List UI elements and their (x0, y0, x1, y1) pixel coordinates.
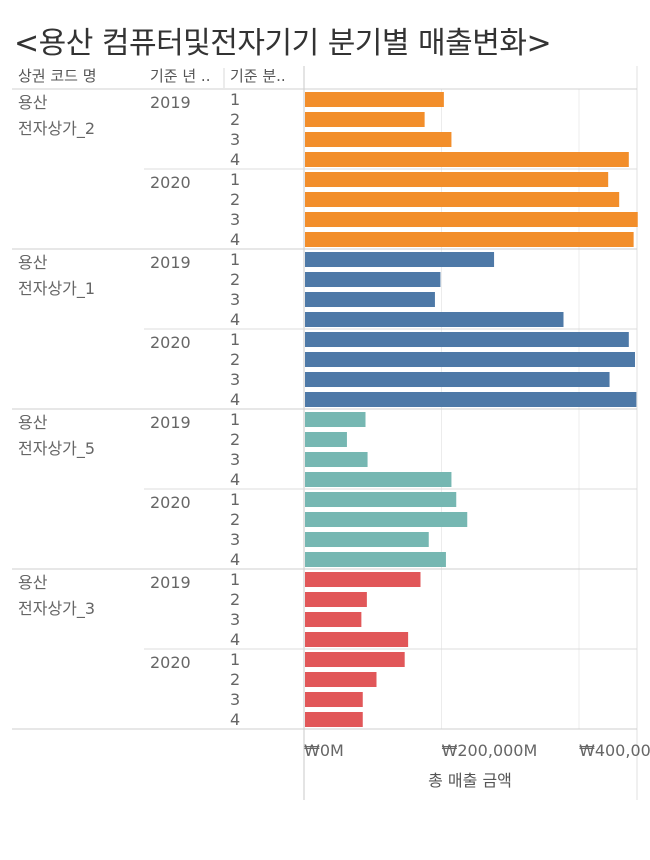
quarter-label: 3 (230, 370, 240, 389)
store-name-line1: 용산 (18, 413, 48, 432)
quarter-label: 1 (230, 410, 240, 429)
year-label: 2019 (150, 253, 191, 272)
bar[interactable] (305, 272, 441, 287)
bar[interactable] (305, 612, 362, 627)
bar[interactable] (305, 312, 564, 327)
quarter-label: 2 (230, 190, 240, 209)
bar[interactable] (305, 492, 457, 507)
bar[interactable] (305, 472, 452, 487)
bar[interactable] (305, 212, 638, 227)
bar[interactable] (305, 552, 446, 567)
bar[interactable] (305, 592, 367, 607)
quarter-label: 1 (230, 170, 240, 189)
year-label: 2019 (150, 93, 191, 112)
x-tick-label: ₩0M (304, 741, 344, 760)
quarter-label: 3 (230, 130, 240, 149)
bar[interactable] (305, 352, 635, 367)
chart-title: <용산 컴퓨터및전자기기 분기별 매출변화> (14, 26, 552, 61)
store-name-line2: 전자상가_1 (18, 279, 95, 299)
year-label: 2020 (150, 333, 191, 352)
year-label: 2020 (150, 173, 191, 192)
bar[interactable] (305, 572, 421, 587)
bar[interactable] (305, 432, 347, 447)
bar[interactable] (305, 232, 634, 247)
bar[interactable] (305, 632, 409, 647)
bar[interactable] (305, 652, 405, 667)
quarter-label: 1 (230, 490, 240, 509)
x-axis-title: 총 매출 금액 (428, 771, 512, 790)
quarter-label: 2 (230, 350, 240, 369)
bar[interactable] (305, 512, 468, 527)
quarter-label: 1 (230, 570, 240, 589)
column-header[interactable]: 상권 코드 명 (18, 67, 97, 85)
store-name-line2: 전자상가_2 (18, 119, 95, 139)
bar[interactable] (305, 692, 363, 707)
bar[interactable] (305, 252, 495, 267)
bar[interactable] (305, 192, 620, 207)
bar[interactable] (305, 332, 629, 347)
quarter-label: 1 (230, 330, 240, 349)
bar[interactable] (305, 132, 452, 147)
year-label: 2020 (150, 493, 191, 512)
quarter-label: 4 (230, 710, 240, 729)
quarter-label: 4 (230, 150, 240, 169)
bar[interactable] (305, 152, 629, 167)
year-label: 2019 (150, 573, 191, 592)
quarter-label: 4 (230, 630, 240, 649)
quarter-label: 2 (230, 670, 240, 689)
quarter-label: 1 (230, 250, 240, 269)
quarter-label: 4 (230, 390, 240, 409)
bar[interactable] (305, 452, 368, 467)
store-name-line1: 용산 (18, 253, 48, 272)
x-tick-label: ₩400,000M (579, 741, 650, 760)
bar[interactable] (305, 172, 609, 187)
column-header[interactable]: 기준 분.. (230, 67, 286, 85)
quarter-label: 4 (230, 550, 240, 569)
quarter-label: 3 (230, 290, 240, 309)
store-name-line2: 전자상가_3 (18, 599, 95, 619)
quarter-label: 3 (230, 530, 240, 549)
quarter-label: 2 (230, 110, 240, 129)
column-header[interactable]: 기준 년 .. (150, 67, 210, 85)
store-name-line2: 전자상가_5 (18, 439, 95, 459)
quarter-label: 3 (230, 690, 240, 709)
quarter-label: 4 (230, 310, 240, 329)
quarter-label: 2 (230, 510, 240, 529)
bar[interactable] (305, 392, 637, 407)
bar[interactable] (305, 532, 429, 547)
year-label: 2020 (150, 653, 191, 672)
quarter-label: 4 (230, 230, 240, 249)
bar[interactable] (305, 412, 366, 427)
bar[interactable] (305, 372, 610, 387)
quarter-label: 4 (230, 470, 240, 489)
bar[interactable] (305, 112, 425, 127)
quarter-label: 2 (230, 590, 240, 609)
quarter-label: 1 (230, 90, 240, 109)
quarter-label: 3 (230, 610, 240, 629)
store-name-line1: 용산 (18, 93, 48, 112)
bar[interactable] (305, 672, 377, 687)
bar[interactable] (305, 712, 363, 727)
quarter-label: 2 (230, 430, 240, 449)
bar[interactable] (305, 92, 444, 107)
store-name-line1: 용산 (18, 573, 48, 592)
bar[interactable] (305, 292, 435, 307)
quarter-label: 3 (230, 210, 240, 229)
quarter-label: 1 (230, 650, 240, 669)
quarter-label: 3 (230, 450, 240, 469)
year-label: 2019 (150, 413, 191, 432)
x-tick-label: ₩200,000M (442, 741, 538, 760)
quarter-label: 2 (230, 270, 240, 289)
